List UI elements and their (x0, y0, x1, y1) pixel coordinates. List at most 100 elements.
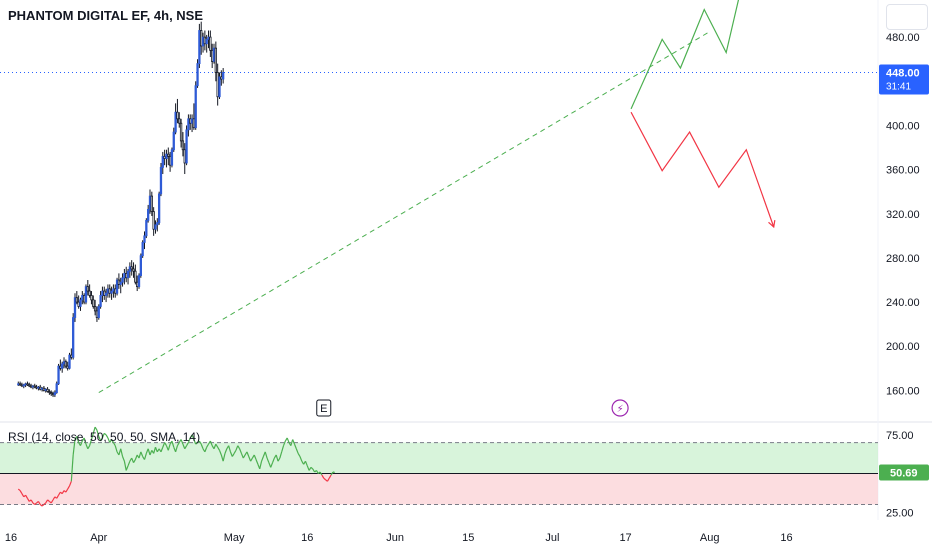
candle (48, 389, 51, 395)
candle (176, 98, 179, 124)
candle (205, 34, 208, 53)
candle (198, 23, 201, 69)
candle-body (110, 290, 113, 294)
rsi-line-segment (242, 454, 246, 459)
candle (51, 391, 55, 398)
candle (39, 384, 42, 391)
candle (159, 162, 163, 197)
rsi-line-segment (266, 457, 270, 463)
price-tick-label: 320.00 (886, 209, 920, 221)
candle (203, 30, 207, 51)
rsi-line-segment (306, 465, 310, 471)
rsi-pane[interactable]: 75.00 25.00 50.69 (0, 426, 929, 519)
rsi-line-segment (231, 453, 235, 457)
candle-body (84, 286, 88, 303)
candle (18, 381, 22, 386)
rsi-line-segment (204, 447, 208, 453)
candle-body (136, 281, 139, 288)
rsi-line-segment (70, 454, 74, 482)
trendline[interactable] (98, 32, 709, 394)
time-axis[interactable]: 16 Apr May 16 Jun 15 Jul 17 Aug 16 (5, 532, 793, 544)
candle-body (176, 111, 179, 120)
rsi-line-segment (32, 502, 36, 505)
candle-body (157, 193, 161, 223)
candle (68, 352, 71, 370)
rsi-current-value: 50.69 (890, 467, 918, 479)
candle-body (17, 383, 20, 386)
candle-body (205, 38, 208, 45)
candle (130, 260, 133, 276)
time-tick-label: 17 (619, 532, 631, 544)
candle (44, 388, 47, 393)
candle-body (101, 290, 104, 296)
candle (88, 284, 91, 298)
candle (185, 125, 188, 166)
candle (179, 118, 183, 148)
dividend-marker[interactable] (611, 399, 629, 417)
candle (214, 41, 217, 82)
rsi-line-segment (290, 439, 294, 446)
rsi-line-segment (180, 439, 184, 445)
candle-body (143, 235, 146, 243)
candle-body (198, 30, 201, 65)
rsi-line-segment (143, 453, 147, 460)
rsi-line-segment (228, 445, 232, 453)
candle-body (190, 118, 194, 124)
candle-body (104, 292, 108, 296)
rsi-line-segment (253, 454, 257, 460)
candle (121, 273, 124, 287)
candle-body (156, 222, 159, 226)
candle (212, 43, 216, 64)
candle (73, 293, 77, 322)
candle (170, 147, 174, 168)
rsi-line-segment (330, 471, 334, 476)
candle-body (82, 295, 86, 303)
candle-body (99, 295, 102, 307)
rsi-line-segment (187, 437, 191, 443)
candle-body (172, 131, 175, 151)
candle-body (179, 122, 183, 142)
candle-body (18, 383, 22, 386)
candle (181, 132, 185, 157)
candle-body (130, 266, 133, 270)
candle-body (117, 279, 121, 285)
time-tick-label: 15 (462, 532, 474, 544)
candle-body (26, 383, 29, 386)
rsi-line-segment (299, 456, 303, 462)
candle-body (152, 211, 155, 230)
rsi-value-tag (879, 464, 929, 481)
rsi-line-segment (304, 460, 308, 467)
rsi-line-segment (17, 488, 21, 492)
candle-body (68, 354, 71, 369)
candle-body (51, 393, 55, 396)
candle-body (119, 281, 122, 285)
candle-body (61, 363, 64, 369)
rsi-line-segment (79, 440, 83, 446)
candle (86, 280, 89, 296)
earnings-marker[interactable] (316, 399, 332, 417)
candle-body (170, 149, 174, 166)
rsi-line-segment (281, 445, 285, 453)
bullish-projection-path[interactable] (630, 0, 743, 110)
candle-body (187, 118, 190, 131)
candle (42, 385, 46, 392)
candle (59, 359, 62, 371)
main-pane[interactable]: 480.00 400.00 360.00 320.00 280.00 240.00 200.… (0, 0, 929, 417)
rsi-line-segment (89, 439, 93, 446)
rsi-line-segment (323, 477, 326, 481)
rsi-line-segment (94, 426, 98, 431)
candle (148, 189, 152, 214)
candle-body (185, 129, 188, 164)
candle-body (103, 290, 106, 296)
bearish-projection-path[interactable] (630, 111, 775, 228)
rsi-line-segment (138, 451, 142, 459)
rsi-line-segment (321, 474, 325, 479)
time-tick-label: May (224, 532, 245, 544)
candle-body (31, 385, 35, 388)
candle-body (70, 354, 73, 358)
candle (40, 387, 44, 392)
candle-body (163, 155, 166, 159)
candle (99, 291, 102, 309)
candle-body (20, 384, 24, 387)
chart-settings-button[interactable] (886, 4, 928, 30)
